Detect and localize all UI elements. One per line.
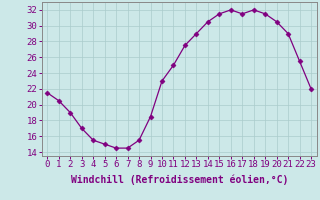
- X-axis label: Windchill (Refroidissement éolien,°C): Windchill (Refroidissement éolien,°C): [70, 175, 288, 185]
